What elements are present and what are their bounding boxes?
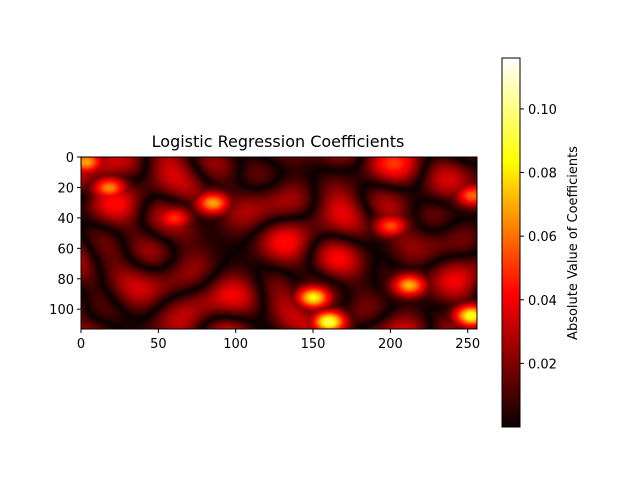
y-tick-label: 60	[57, 242, 74, 257]
plot-frame	[80, 156, 478, 330]
x-tick-label: 100	[223, 337, 248, 352]
y-axis: 0 20 40 60 80 100	[49, 151, 81, 318]
heatmap-image-container	[81, 157, 477, 329]
colorbar	[501, 57, 521, 428]
y-tick-label: 0	[66, 151, 74, 166]
y-tick-label: 40	[57, 212, 74, 227]
x-tick-label: 150	[301, 337, 326, 352]
colorbar-tick-label: 0.06	[528, 230, 557, 245]
x-tick-label: 50	[150, 337, 167, 352]
chart-title: Logistic Regression Coefficients	[152, 132, 405, 151]
y-tick-label: 80	[57, 273, 74, 288]
colorbar-tick-label: 0.04	[528, 294, 557, 309]
colorbar-tick-label: 0.08	[528, 167, 557, 182]
heatmap-image	[81, 157, 477, 329]
colorbar-ticks: 0.02 0.04 0.06 0.08 0.10	[520, 103, 557, 372]
y-tick-label: 20	[57, 181, 74, 196]
x-tick-label: 200	[378, 337, 403, 352]
y-tick-label: 100	[49, 303, 74, 318]
colorbar-tick-label: 0.02	[528, 357, 557, 372]
x-axis: 0 50 100 150 200 250	[77, 329, 480, 352]
colorbar-tick-label: 0.10	[528, 103, 557, 118]
colorbar-label: Absolute Value of Coefficients	[566, 146, 581, 340]
x-tick-label: 250	[455, 337, 480, 352]
x-tick-label: 0	[77, 337, 85, 352]
